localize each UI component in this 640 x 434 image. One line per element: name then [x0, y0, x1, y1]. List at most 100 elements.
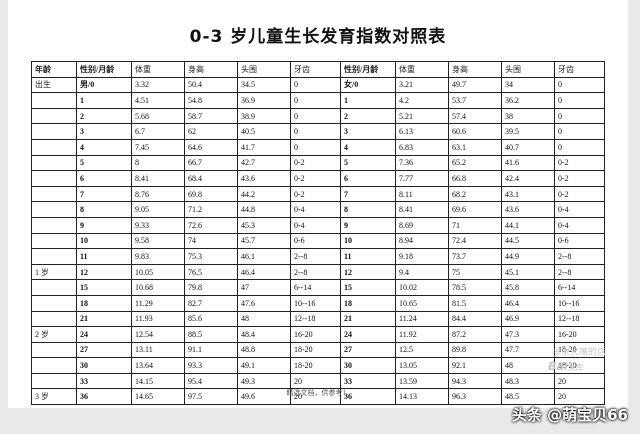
cell-weight-boys: 11.29: [131, 294, 185, 312]
header-sex-month-boys: 性别/月龄: [76, 61, 132, 78]
cell-sex-month-girls: 1: [340, 92, 396, 109]
cell-head-boys: 48.8: [237, 341, 291, 359]
cell-sex-month-girls: 11: [340, 248, 396, 265]
cell-head-boys: 38.9: [237, 107, 291, 125]
cell-head-girls: 46.4: [501, 294, 555, 312]
cell-age: [31, 310, 77, 328]
cell-height-boys: 75.3: [184, 248, 238, 265]
cell-age: [31, 201, 77, 218]
cell-teeth-boys: 0: [290, 138, 341, 156]
cell-sex-month-girls: 3: [340, 123, 396, 140]
cell-head-boys: 36.9: [237, 92, 291, 109]
cell-teeth-girls: 20: [554, 388, 605, 406]
author-credit: 头条 @萌宝贝66: [511, 406, 628, 424]
header-weight-girls: 体重: [395, 61, 449, 78]
cell-age: 3 岁: [31, 388, 77, 406]
cell-teeth-girls: 6--14: [554, 279, 605, 296]
cell-head-boys: 45.7: [237, 232, 291, 250]
cell-teeth-boys: 0-4: [290, 201, 341, 218]
cell-height-girls: 71: [448, 216, 502, 234]
cell-teeth-boys: 16-20: [290, 326, 341, 343]
cell-head-girls: 40.7: [501, 138, 555, 156]
cell-weight-girls: 3.21: [395, 76, 449, 94]
cell-sex-month-girls: 女/0: [340, 76, 396, 94]
cell-head-girls: 34: [501, 76, 555, 94]
cell-height-girls: 75: [448, 263, 502, 281]
cell-teeth-girls: 16-20: [554, 326, 605, 343]
cell-height-girls: 94.3: [448, 372, 502, 390]
table-row: 4 7.45 64.6 41.7 0 4 6.83 63.1 40.7 0: [31, 138, 605, 156]
cell-sex-month-boys: 3: [76, 123, 132, 140]
cell-weight-boys: 6.7: [131, 123, 185, 140]
cell-head-boys: 44.8: [237, 201, 291, 218]
cell-age: [31, 185, 77, 203]
table-row: 11 9.83 75.3 46.1 2--8 11 9.18 73.7 44.9 2--8: [31, 248, 605, 265]
cell-weight-boys: 8.76: [131, 185, 185, 203]
cell-weight-boys: 13.11: [131, 341, 185, 359]
cell-weight-boys: 12.54: [131, 326, 185, 343]
cell-head-girls: 39.5: [501, 123, 555, 140]
cell-head-boys: 48.4: [237, 326, 291, 343]
cell-weight-girls: 9.4: [395, 263, 449, 281]
cell-height-girls: 69.6: [448, 201, 502, 218]
cell-weight-girls: 7.36: [395, 154, 449, 172]
table-row: 出生 男/0 3.32 50.4 34.5 0 女/0 3.21 49.7 34 0: [31, 76, 605, 94]
cell-sex-month-girls: 9: [340, 216, 396, 234]
cell-height-girls: 87.2: [448, 326, 502, 343]
cell-weight-girls: 10.02: [395, 279, 449, 296]
table-row: 1 4.51 54.8 36.9 0 1 4.2 53.7 36.2 0: [31, 92, 605, 109]
cell-sex-month-boys: 7: [76, 185, 132, 203]
cell-head-girls: 43.1: [501, 185, 555, 203]
cell-sex-month-boys: 11: [76, 248, 132, 265]
cell-head-boys: 46.1: [237, 248, 291, 265]
cell-head-boys: 49.3: [237, 372, 291, 390]
cell-sex-month-boys: 1: [76, 92, 132, 109]
cell-sex-month-girls: 33: [340, 372, 396, 390]
cell-head-girls: 47.3: [501, 326, 555, 343]
cell-age: [31, 232, 77, 250]
table-row: 5 8 66.7 42.7 0-2 5 7.36 65.2 41.6 0-2: [31, 154, 605, 172]
cell-height-boys: 76.5: [184, 263, 238, 281]
cell-height-girls: 53.7: [448, 92, 502, 109]
cell-sex-month-girls: 5: [340, 154, 396, 172]
cell-height-boys: 88.5: [184, 326, 238, 343]
cell-head-boys: 47.6: [237, 294, 291, 312]
header-age: 年龄: [31, 61, 77, 78]
cell-teeth-girls: 0-4: [554, 216, 605, 234]
table-row: 3 岁 36 14.65 97.5 49.6 20 36 14.13 96.3 48.5 20: [31, 388, 605, 406]
cell-height-boys: 85.6: [184, 310, 238, 328]
baidu-logo-text: Bai: [548, 360, 568, 373]
cell-teeth-boys: 6--14: [290, 279, 341, 296]
cell-head-boys: 34.5: [237, 76, 291, 94]
cell-sex-month-girls: 8: [340, 201, 396, 218]
cell-sex-month-girls: 30: [340, 357, 396, 374]
cell-weight-boys: 14.15: [131, 372, 185, 390]
cell-weight-girls: 8.41: [395, 201, 449, 218]
cell-teeth-girls: 0-6: [554, 232, 605, 250]
cell-age: [31, 248, 77, 265]
cell-age: [31, 216, 77, 234]
header-height-girls: 身高: [448, 61, 502, 78]
cell-sex-month-boys: 4: [76, 138, 132, 156]
cell-sex-month-boys: 36: [76, 388, 132, 406]
header-teeth-girls: 牙齿: [554, 61, 605, 78]
cell-teeth-girls: 0: [554, 92, 605, 109]
cell-head-boys: 41.7: [237, 138, 291, 156]
cell-teeth-boys: 0-2: [290, 154, 341, 172]
cell-teeth-girls: 0-2: [554, 185, 605, 203]
cell-height-girls: 89.8: [448, 341, 502, 359]
cell-sex-month-girls: 2: [340, 107, 396, 125]
cell-head-girls: 48.5: [501, 388, 555, 406]
cell-height-boys: 74: [184, 232, 238, 250]
cell-teeth-boys: 0: [290, 92, 341, 109]
cell-head-boys: 47: [237, 279, 291, 296]
cell-sex-month-girls: 10: [340, 232, 396, 250]
table-row: 27 13.11 91.1 48.8 18-20 27 12.5 89.8 47.7 18-20: [31, 341, 605, 359]
cell-teeth-boys: 18-20: [290, 357, 341, 374]
cell-height-boys: 82.7: [184, 294, 238, 312]
cell-height-girls: 84.4: [448, 310, 502, 328]
cell-weight-girls: 5.21: [395, 107, 449, 125]
cell-teeth-girls: 2--8: [554, 263, 605, 281]
cell-head-boys: 48: [237, 310, 291, 328]
cell-height-girls: 60.6: [448, 123, 502, 140]
